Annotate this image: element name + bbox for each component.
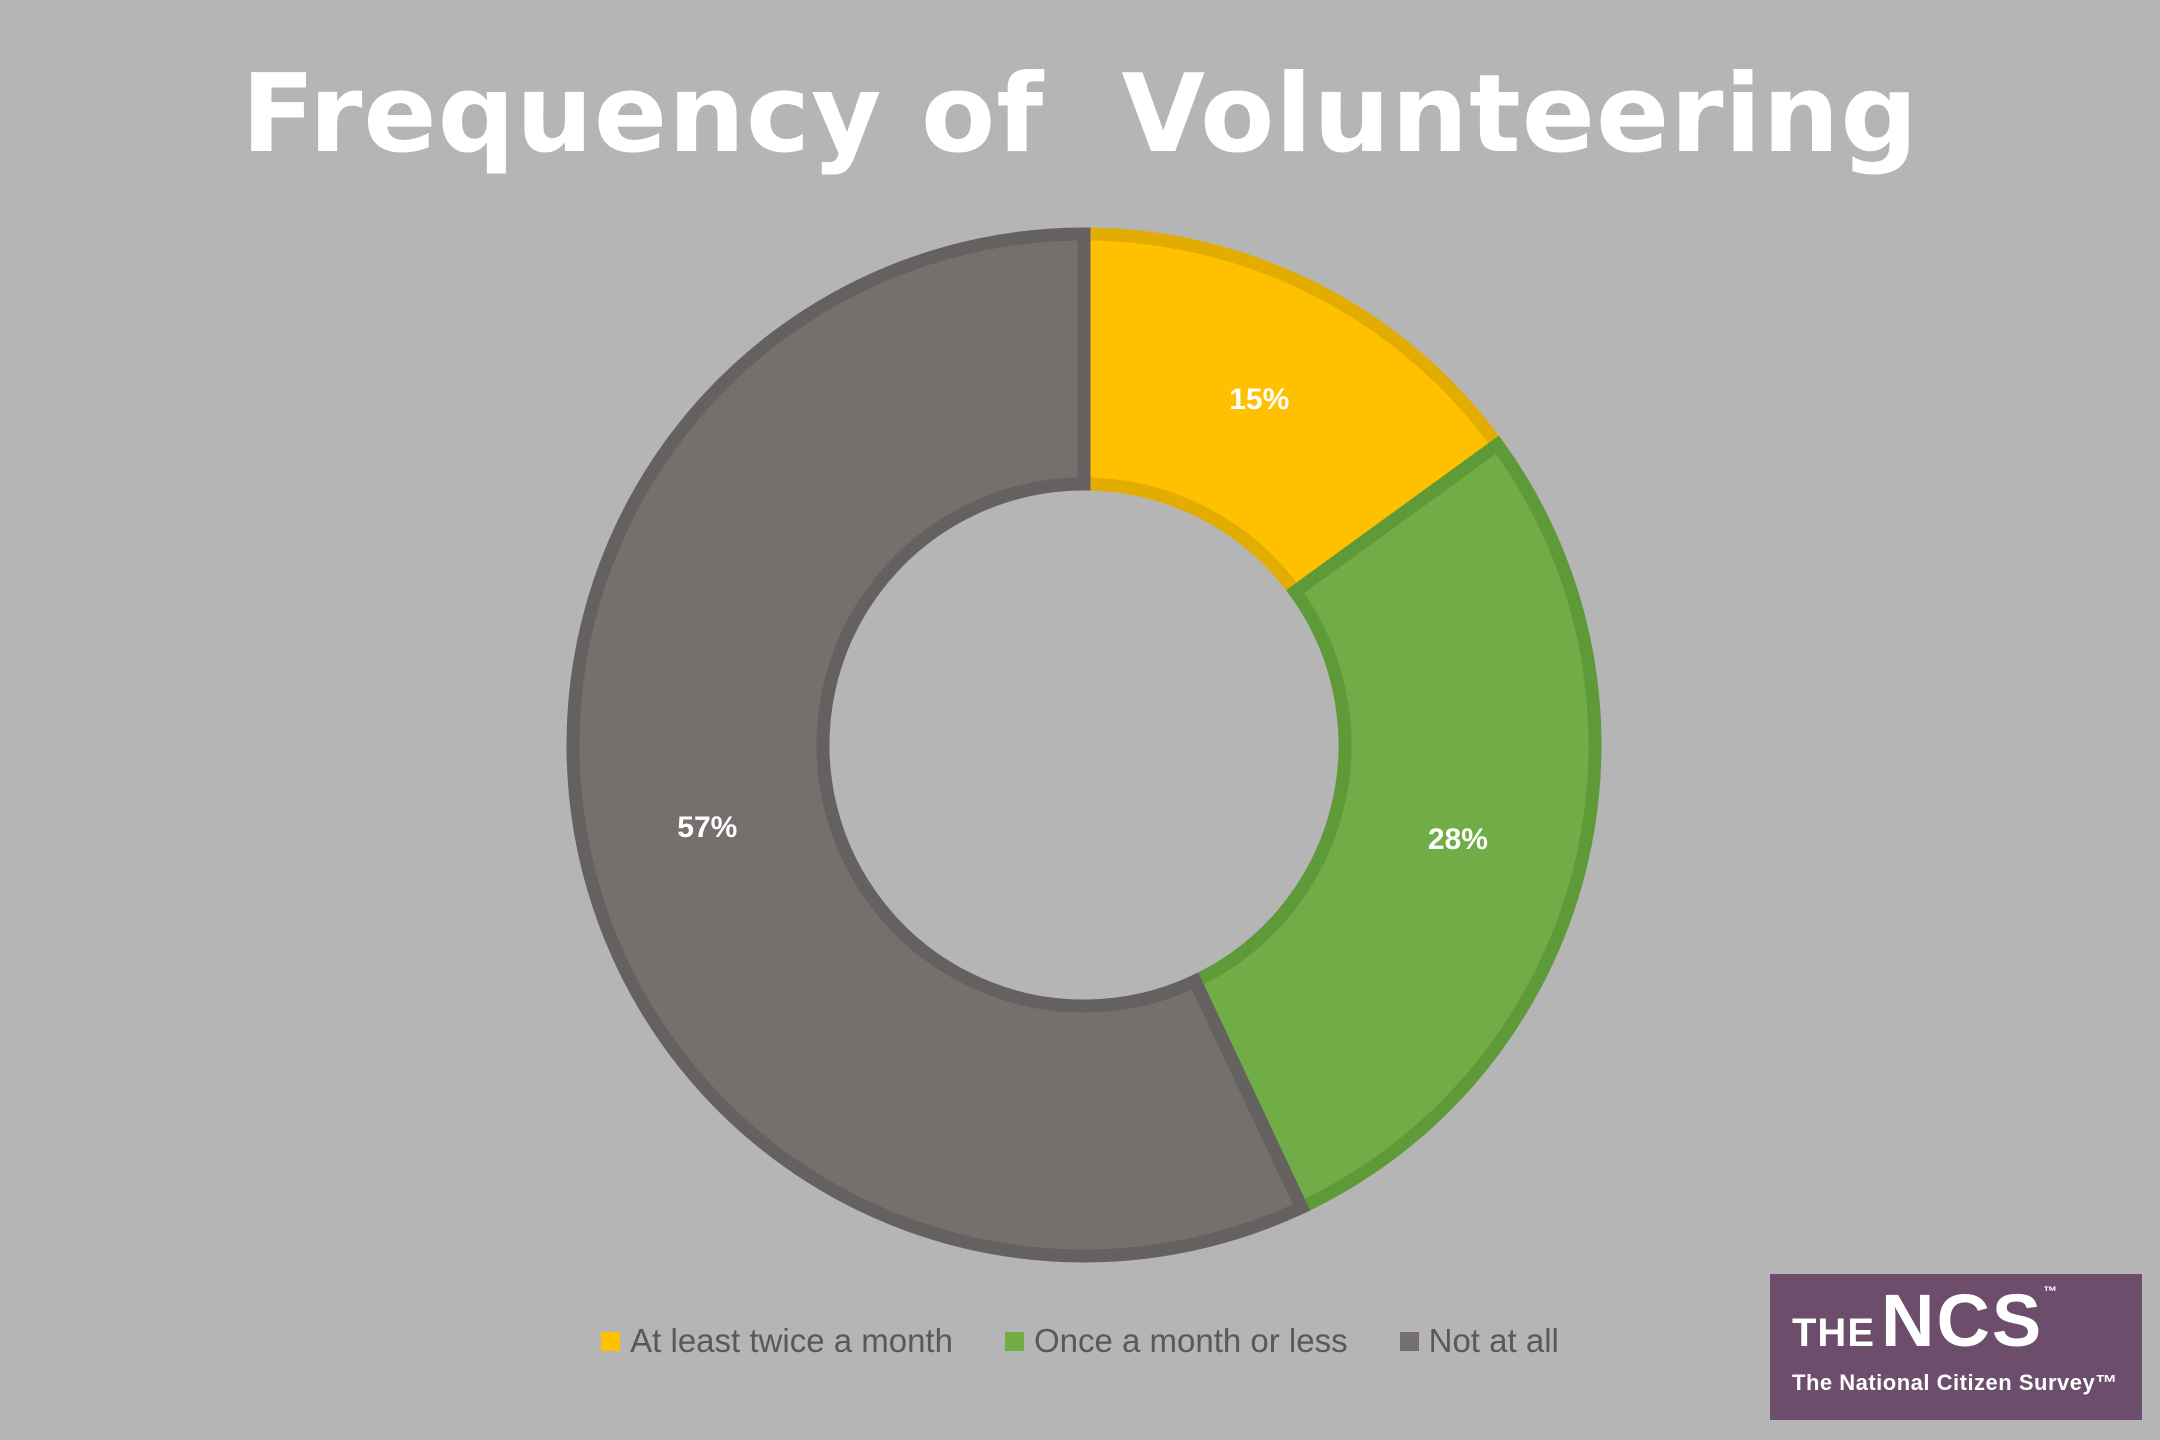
data-label-not-at-all: 57% — [677, 811, 737, 844]
slice-twice-a-month — [1077, 227, 1507, 601]
legend-item-twice-a-month: At least twice a month — [601, 1322, 953, 1360]
donut-slices — [566, 227, 1602, 1263]
legend-label: Not at all — [1428, 1322, 1559, 1359]
chart-title: Frequency of Volunteering — [241, 52, 1919, 177]
logo-ncs: NCS — [1881, 1279, 2044, 1362]
logo-trademark: ™ — [2043, 1283, 2058, 1299]
legend-item-not-at-all: Not at all — [1399, 1322, 1559, 1360]
logo-the: THE — [1792, 1311, 1875, 1355]
logo-subtitle: The National Citizen Survey™ — [1792, 1370, 2118, 1395]
data-labels: 15% 28% 57% — [677, 383, 1488, 856]
legend-label: Once a month or less — [1033, 1322, 1348, 1359]
data-label-twice-a-month: 15% — [1229, 383, 1289, 416]
legend-item-once-a-month: Once a month or less — [1004, 1322, 1348, 1360]
chart-legend: At least twice a month Once a month or l… — [0, 1322, 2160, 1360]
legend-swatch — [601, 1331, 621, 1351]
legend-label: At least twice a month — [630, 1322, 953, 1359]
data-label-once-a-month: 28% — [1428, 823, 1488, 856]
logo-wordmark: THENCS™ — [1792, 1284, 2057, 1358]
slice-once-a-month — [1186, 435, 1602, 1217]
slice-not-at-all — [566, 227, 1311, 1263]
legend-swatch — [1399, 1331, 1419, 1351]
legend-swatch — [1004, 1331, 1024, 1351]
ncs-logo: THENCS™ The National Citizen Survey™ — [1770, 1274, 2142, 1420]
